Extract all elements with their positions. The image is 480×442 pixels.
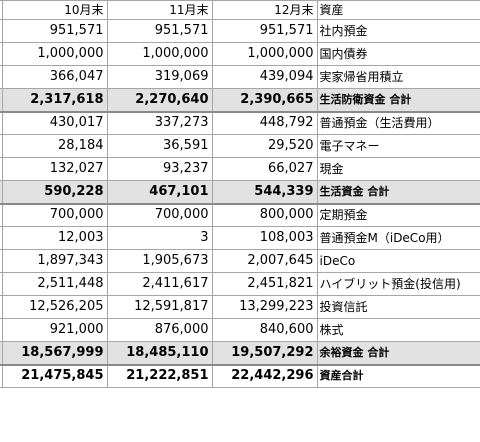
cell-oct[interactable]: 951,571 [1,19,108,43]
cell-dec[interactable]: 29,520 [211,134,318,158]
cell-oct[interactable]: 590,228 [1,180,108,205]
cell-dec[interactable]: 439,094 [211,65,318,89]
row-living-fund-total: 590,228 467,101 544,339 生活資金 合計 [0,180,480,205]
row-company-deposit: 951,571 951,571 951,571 社内預金 [0,19,480,43]
cell-label[interactable]: 普通預金M（iDeCo用） [316,226,480,250]
cell-label[interactable]: iDeCo [316,249,480,273]
row-investment-trust: 12,526,205 12,591,817 13,299,223 投資信託 [0,295,480,319]
cell-dec[interactable]: 951,571 [211,19,318,43]
cell-label[interactable]: 電子マネー [316,134,480,158]
cell-dec[interactable]: 2,007,645 [211,249,318,273]
cell-dec[interactable]: 2,451,821 [211,272,318,296]
cell-oct[interactable]: 2,511,448 [1,272,108,296]
cell-oct[interactable]: 28,184 [1,134,108,158]
cell-oct[interactable]: 12,003 [1,226,108,250]
row-ordinary-deposit-ideco: 12,003 3 108,003 普通預金M（iDeCo用） [0,226,480,250]
cell-nov[interactable]: 467,101 [106,180,213,205]
cell-label[interactable]: 株式 [316,318,480,342]
row-hybrid-deposit: 2,511,448 2,411,617 2,451,821 ハイブリット預金(投… [0,272,480,296]
row-cash: 132,027 93,237 66,027 現金 [0,157,480,181]
cell-label[interactable]: 社内預金 [316,19,480,43]
cell-label[interactable]: 普通預金（生活費用） [316,111,480,135]
cell-oct[interactable]: 18,567,999 [1,341,108,366]
cell-dec[interactable]: 800,000 [211,203,318,227]
cell-label[interactable]: 資産合計 [316,364,480,388]
cell-dec[interactable]: 544,339 [211,180,318,205]
row-domestic-bonds: 1,000,000 1,000,000 1,000,000 国内債券 [0,42,480,66]
cell-label[interactable]: 生活資金 合計 [316,180,480,205]
row-homecoming-savings: 366,047 319,069 439,094 実家帰省用積立 [0,65,480,89]
header-label[interactable]: 資産 [316,0,480,20]
cell-oct[interactable]: 700,000 [1,203,108,227]
header-dec[interactable]: 12月末 [211,0,318,20]
row-emergency-fund-total: 2,317,618 2,270,640 2,390,665 生活防衛資金 合計 [0,88,480,113]
cell-nov[interactable]: 951,571 [106,19,213,43]
asset-spreadsheet: 10月末 11月末 12月末 資産 951,571 951,571 951,57… [0,0,480,388]
cell-dec[interactable]: 840,600 [211,318,318,342]
cell-label[interactable]: 定期預金 [316,203,480,227]
row-ideco: 1,897,343 1,905,673 2,007,645 iDeCo [0,249,480,273]
header-oct[interactable]: 10月末 [1,0,108,20]
cell-oct[interactable]: 2,317,618 [1,88,108,113]
row-asset-total: 21,475,845 21,222,851 22,442,296 資産合計 [0,364,480,388]
cell-label[interactable]: 実家帰省用積立 [316,65,480,89]
cell-dec[interactable]: 1,000,000 [211,42,318,66]
cell-dec[interactable]: 108,003 [211,226,318,250]
cell-oct[interactable]: 921,000 [1,318,108,342]
cell-nov[interactable]: 337,273 [106,111,213,135]
cell-nov[interactable]: 12,591,817 [106,295,213,319]
header-nov[interactable]: 11月末 [106,0,213,20]
cell-nov[interactable]: 3 [106,226,213,250]
cell-nov[interactable]: 700,000 [106,203,213,227]
cell-oct[interactable]: 1,897,343 [1,249,108,273]
cell-dec[interactable]: 13,299,223 [211,295,318,319]
cell-dec[interactable]: 19,507,292 [211,341,318,366]
cell-nov[interactable]: 319,069 [106,65,213,89]
row-stocks: 921,000 876,000 840,600 株式 [0,318,480,342]
cell-nov[interactable]: 2,270,640 [106,88,213,113]
cell-oct[interactable]: 430,017 [1,111,108,135]
cell-label[interactable]: 現金 [316,157,480,181]
cell-oct[interactable]: 12,526,205 [1,295,108,319]
cell-nov[interactable]: 2,411,617 [106,272,213,296]
cell-nov[interactable]: 93,237 [106,157,213,181]
row-e-money: 28,184 36,591 29,520 電子マネー [0,134,480,158]
cell-label[interactable]: 国内債券 [316,42,480,66]
cell-nov[interactable]: 36,591 [106,134,213,158]
cell-label[interactable]: ハイブリット預金(投信用) [316,272,480,296]
cell-oct[interactable]: 132,027 [1,157,108,181]
cell-label[interactable]: 余裕資金 合計 [316,341,480,366]
cell-nov[interactable]: 876,000 [106,318,213,342]
cell-nov[interactable]: 21,222,851 [106,364,213,388]
cell-dec[interactable]: 448,792 [211,111,318,135]
cell-nov[interactable]: 1,000,000 [106,42,213,66]
cell-dec[interactable]: 2,390,665 [211,88,318,113]
cell-nov[interactable]: 1,905,673 [106,249,213,273]
cell-oct[interactable]: 1,000,000 [1,42,108,66]
row-surplus-fund-total: 18,567,999 18,485,110 19,507,292 余裕資金 合計 [0,341,480,366]
cell-label[interactable]: 投資信託 [316,295,480,319]
cell-oct[interactable]: 366,047 [1,65,108,89]
cell-dec[interactable]: 22,442,296 [211,364,318,388]
row-time-deposit: 700,000 700,000 800,000 定期預金 [0,203,480,227]
row-ordinary-deposit-living: 430,017 337,273 448,792 普通預金（生活費用） [0,111,480,135]
header-row: 10月末 11月末 12月末 資産 [0,0,480,20]
cell-nov[interactable]: 18,485,110 [106,341,213,366]
cell-label[interactable]: 生活防衛資金 合計 [316,88,480,113]
cell-dec[interactable]: 66,027 [211,157,318,181]
cell-oct[interactable]: 21,475,845 [1,364,108,388]
